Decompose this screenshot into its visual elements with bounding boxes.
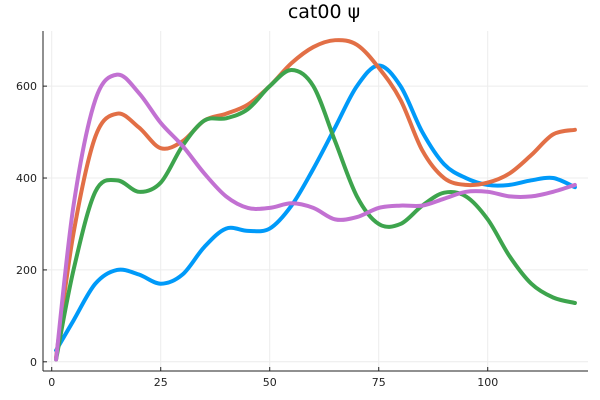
series-line-4 xyxy=(54,72,577,362)
y-tick-label: 0 xyxy=(30,356,37,369)
x-tick-label: 75 xyxy=(372,376,386,389)
x-tick-label: 100 xyxy=(477,376,498,389)
series-line-3 xyxy=(54,68,577,362)
series-line-1 xyxy=(54,63,577,353)
y-tick-label: 200 xyxy=(16,264,37,277)
chart-title: cat00 ψ xyxy=(288,1,360,23)
x-tick-label: 50 xyxy=(263,376,277,389)
y-tick-label: 600 xyxy=(16,80,37,93)
series-line-2 xyxy=(54,38,577,360)
x-tick-label: 25 xyxy=(154,376,168,389)
y-tick-label: 400 xyxy=(16,172,37,185)
data-series xyxy=(54,38,577,362)
axes: 0 25 50 75 100 0 200 400 600 xyxy=(16,31,588,389)
x-tick-label: 0 xyxy=(48,376,55,389)
grid xyxy=(43,31,588,371)
